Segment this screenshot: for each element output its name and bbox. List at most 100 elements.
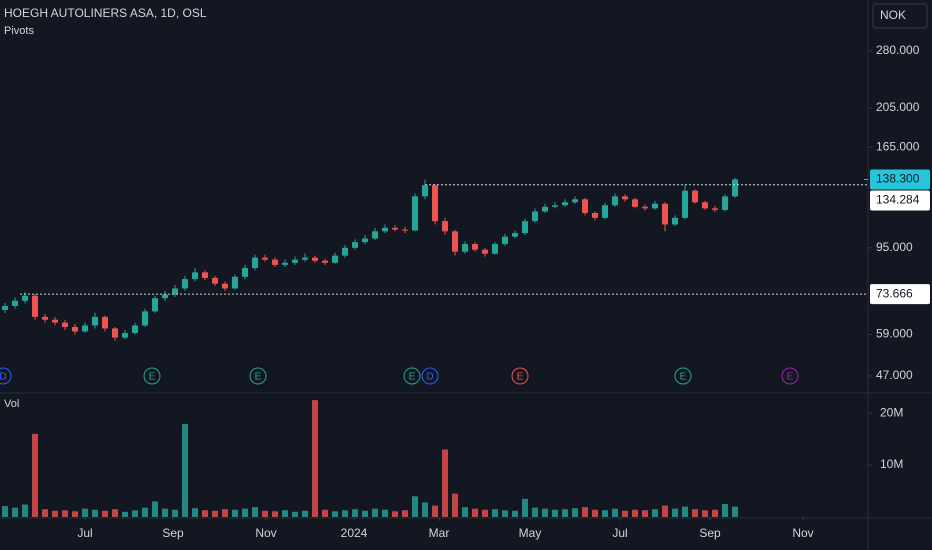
event-marker	[403, 367, 421, 385]
y2-tick-label: 10M	[880, 457, 903, 471]
volume-bar	[482, 509, 488, 517]
event-label: E	[787, 372, 794, 383]
candle-body	[572, 199, 578, 203]
volume-bar	[12, 507, 18, 517]
candle-body	[172, 288, 178, 295]
candle-body	[462, 244, 468, 252]
candle-body	[332, 255, 338, 263]
volume-bar	[32, 433, 38, 517]
candle-body	[92, 316, 98, 326]
candle-body	[642, 206, 648, 209]
currency-button[interactable]	[872, 3, 928, 29]
event-marker	[511, 367, 529, 385]
candle-body	[672, 217, 678, 225]
volume-bar	[222, 509, 228, 517]
candle-body	[282, 262, 288, 265]
event-marker	[143, 367, 161, 385]
volume-bar	[82, 508, 88, 517]
volume-bar	[352, 509, 358, 517]
currency-label[interactable]: NOK	[880, 8, 906, 22]
candle-body	[152, 298, 158, 312]
pivot-box	[870, 284, 930, 305]
candle-body	[312, 257, 318, 261]
candle-body	[592, 213, 598, 218]
x-tick-label: Sep	[699, 526, 721, 540]
candle-body	[542, 206, 548, 212]
y2-tick-label: 20M	[880, 405, 903, 419]
candle-body	[392, 227, 398, 230]
volume-bar	[452, 493, 458, 517]
chart-title: HOEGH AUTOLINERS ASA, 1D, OSL	[4, 6, 207, 20]
volume-bar	[212, 510, 218, 517]
volume-bar	[102, 510, 108, 517]
volume-bar	[172, 509, 178, 517]
candle-body	[522, 221, 528, 234]
y-tick-label: 165.000	[876, 139, 920, 153]
candle-body	[132, 325, 138, 333]
volume-bar	[592, 509, 598, 517]
event-label: E	[517, 372, 524, 383]
candle-body	[552, 205, 558, 207]
candle-body	[712, 208, 718, 210]
volume-bar	[192, 508, 198, 517]
volume-bar	[632, 509, 638, 517]
candle-body	[452, 231, 458, 252]
volume-bar	[462, 507, 468, 517]
candle-body	[32, 295, 38, 317]
candle-body	[442, 221, 448, 232]
volume-bar	[302, 510, 308, 517]
volume-bar	[542, 508, 548, 517]
volume-bar	[472, 508, 478, 517]
volume-bar	[262, 510, 268, 517]
volume-bar	[582, 507, 588, 517]
candle-body	[422, 185, 428, 197]
x-tick-label: Nov	[255, 526, 276, 540]
volume-bar	[72, 511, 78, 517]
event-marker	[421, 367, 439, 385]
candle-body	[162, 294, 168, 299]
candle-body	[362, 238, 368, 243]
event-marker	[249, 367, 267, 385]
volume-bar	[382, 509, 388, 517]
x-tick-label: Jul	[77, 526, 92, 540]
volume-bar	[552, 509, 558, 517]
candle-body	[512, 233, 518, 237]
candle-body	[232, 276, 238, 289]
volume-bar	[272, 511, 278, 517]
volume-bar	[512, 510, 518, 517]
volume-bar	[162, 508, 168, 517]
volume-bar	[322, 509, 328, 517]
volume-bar	[52, 510, 58, 517]
event-label: E	[680, 372, 687, 383]
volume-bar	[702, 510, 708, 517]
event-marker	[674, 367, 692, 385]
event-label: D	[426, 372, 433, 383]
candle-body	[352, 242, 358, 248]
volume-bar	[42, 509, 48, 517]
volume-bar	[642, 510, 648, 517]
candle-body	[532, 211, 538, 222]
volume-bar	[362, 510, 368, 517]
candle-body	[72, 326, 78, 332]
volume-bar	[332, 511, 338, 517]
volume-bar	[182, 424, 188, 517]
volume-bar	[112, 509, 118, 517]
pivot-label: 73.666	[876, 286, 913, 300]
volume-bar	[672, 508, 678, 517]
candle-body	[402, 229, 408, 231]
candle-body	[82, 325, 88, 332]
volume-bar	[562, 509, 568, 517]
candle-body	[582, 199, 588, 214]
pivot-label: 134.284	[876, 193, 920, 207]
candle-body	[252, 257, 258, 269]
volume-bar	[402, 510, 408, 517]
volume-bar	[732, 506, 738, 517]
volume-bar	[722, 504, 728, 517]
candle-body	[12, 300, 18, 307]
volume-bar	[612, 508, 618, 517]
last-price-label: 138.300	[876, 172, 920, 186]
candle-body	[722, 196, 728, 210]
candle-body	[112, 328, 118, 338]
last-price-box	[870, 169, 930, 190]
x-tick-label: Mar	[429, 526, 450, 540]
